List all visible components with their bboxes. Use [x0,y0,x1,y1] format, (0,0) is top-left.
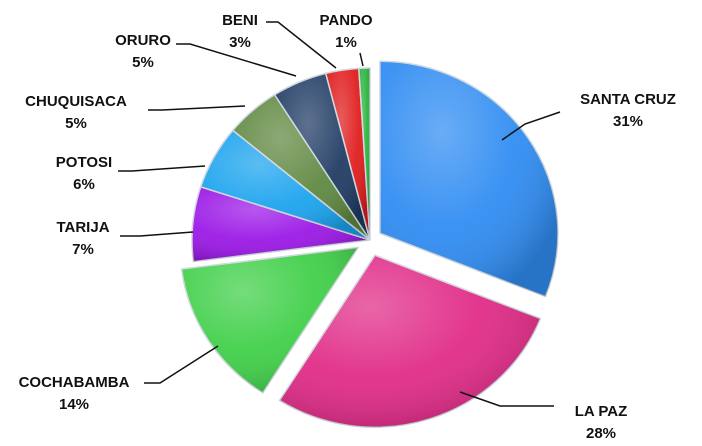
slice-label-potosi: POTOSI [56,154,112,171]
leader-line-beni [266,21,337,69]
slice-label-cochabamba: COCHABAMBA [19,374,130,391]
leader-line-tarija [120,231,194,237]
slice-value-potosi: 6% [73,176,95,193]
slice-value-tarija: 7% [72,241,94,258]
slice-label-santa-cruz: SANTA CRUZ [580,91,676,108]
pie-slice-santa-cruz [379,60,559,298]
leader-line-pando [359,52,364,67]
slice-value-oruro: 5% [132,54,154,71]
slice-label-tarija: TARIJA [56,219,109,236]
slice-value-beni: 3% [229,34,251,51]
slice-value-santa-cruz: 31% [613,113,643,130]
leader-line-potosi [118,165,206,172]
slice-label-chuquisaca: CHUQUISACA [25,93,127,110]
leader-line-chuquisaca [148,105,246,111]
slice-label-pando: PANDO [319,12,372,29]
slice-label-la-paz: LA PAZ [575,403,628,420]
slice-value-pando: 1% [335,34,357,51]
slice-label-oruro: ORURO [115,32,171,49]
slice-label-beni: BENI [222,12,258,29]
leader-line-santa-cruz [501,111,561,141]
leader-line-la-paz [459,391,554,407]
slice-value-cochabamba: 14% [59,396,89,413]
leader-line-cochabamba [144,345,219,384]
leader-line-oruro [176,43,297,77]
slice-value-chuquisaca: 5% [65,115,87,132]
slice-value-la-paz: 28% [586,425,616,442]
